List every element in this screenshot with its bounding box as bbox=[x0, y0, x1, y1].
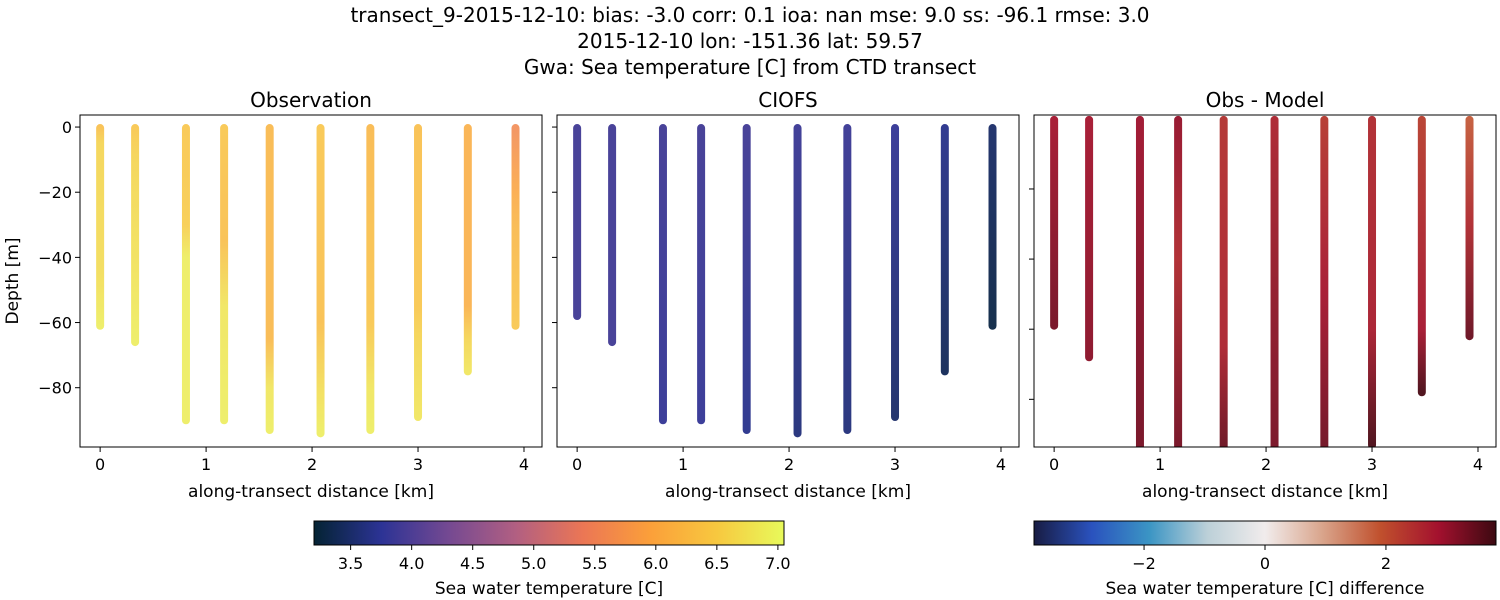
x-tick-label: 2 bbox=[1261, 455, 1271, 474]
panel-title: CIOFS bbox=[758, 88, 817, 112]
colorbar-tick-label: 4.5 bbox=[460, 554, 485, 573]
panel-1: Observation 0 1 2 3 4 0 −20 −40 −60 −80 along-trans… bbox=[3, 88, 543, 502]
panel-3: Obs - Model 0 1 2 3 4 along-transect distance … bbox=[1029, 88, 1497, 502]
colorbar-label: Sea water temperature [C] bbox=[435, 579, 663, 599]
x-tick-label: 4 bbox=[519, 455, 529, 474]
x-tick-label: 3 bbox=[413, 455, 423, 474]
title-line-1: transect_9-2015-12-10: bias: -3.0 corr: … bbox=[350, 3, 1150, 27]
y-tick-label: −60 bbox=[38, 314, 72, 333]
x-tick-label: 3 bbox=[1367, 455, 1377, 474]
x-tick-label: 0 bbox=[1049, 455, 1059, 474]
figure-title: transect_9-2015-12-10: bias: -3.0 corr: … bbox=[0, 2, 1500, 80]
x-axis-label: along-transect distance [km] bbox=[188, 482, 434, 502]
y-axis-label: Depth [m] bbox=[3, 237, 23, 324]
colorbar-tick-label: 6.0 bbox=[643, 554, 668, 573]
colorbar-tick-label: 2 bbox=[1381, 554, 1391, 573]
profiles bbox=[96, 124, 520, 438]
colorbar-tick-label: 6.5 bbox=[704, 554, 729, 573]
colorbar-tick-label: 5.0 bbox=[521, 554, 546, 573]
colorbar-2: −2 0 2 Sea water temperature [C] difference bbox=[1033, 520, 1497, 599]
x-tick-label: 1 bbox=[678, 455, 688, 474]
axes-frame bbox=[1033, 114, 1497, 448]
colorbar-tick-label: 5.5 bbox=[582, 554, 607, 573]
title-line-3: Gwa: Sea temperature [C] from CTD transe… bbox=[523, 55, 977, 79]
colorbar-tick-label: 7.0 bbox=[765, 554, 790, 573]
y-tick-label: −80 bbox=[38, 379, 72, 398]
colorbar-label: Sea water temperature [C] difference bbox=[1105, 579, 1424, 599]
x-tick-label: 1 bbox=[1155, 455, 1165, 474]
x-tick-label: 4 bbox=[996, 455, 1006, 474]
colorbar-tick-label: 3.5 bbox=[338, 554, 363, 573]
colorbar-tick-label: 4.0 bbox=[399, 554, 424, 573]
axes-frame bbox=[556, 114, 1020, 448]
x-axis-label: along-transect distance [km] bbox=[665, 482, 911, 502]
colorbar-tick-label: −2 bbox=[1132, 554, 1156, 573]
colorbar-tick-label: 0 bbox=[1260, 554, 1270, 573]
panel-title: Obs - Model bbox=[1206, 88, 1325, 112]
x-tick-label: 1 bbox=[201, 455, 211, 474]
profiles bbox=[573, 124, 997, 438]
x-tick-label: 3 bbox=[890, 455, 900, 474]
panel-2: CIOFS 0 1 2 3 4 along-transect distance [km] bbox=[552, 88, 1020, 502]
axes-frame bbox=[79, 114, 543, 448]
x-tick-label: 0 bbox=[95, 455, 105, 474]
x-tick-label: 2 bbox=[307, 455, 317, 474]
colorbar-bar bbox=[1033, 520, 1497, 546]
x-axis-label: along-transect distance [km] bbox=[1142, 482, 1388, 502]
x-tick-label: 4 bbox=[1473, 455, 1483, 474]
panel-title: Observation bbox=[250, 88, 372, 112]
profiles bbox=[1050, 115, 1474, 447]
y-tick-label: 0 bbox=[62, 118, 72, 137]
x-tick-label: 0 bbox=[572, 455, 582, 474]
colorbar-1: 3.5 4.0 4.5 5.0 5.5 6.0 6.5 7.0 Sea water temper… bbox=[313, 520, 791, 599]
colorbar-bar bbox=[313, 520, 785, 546]
y-tick-label: −20 bbox=[38, 183, 72, 202]
y-tick-label: −40 bbox=[38, 248, 72, 267]
x-tick-label: 2 bbox=[784, 455, 794, 474]
title-line-2: 2015-12-10 lon: -151.36 lat: 59.57 bbox=[577, 29, 923, 53]
